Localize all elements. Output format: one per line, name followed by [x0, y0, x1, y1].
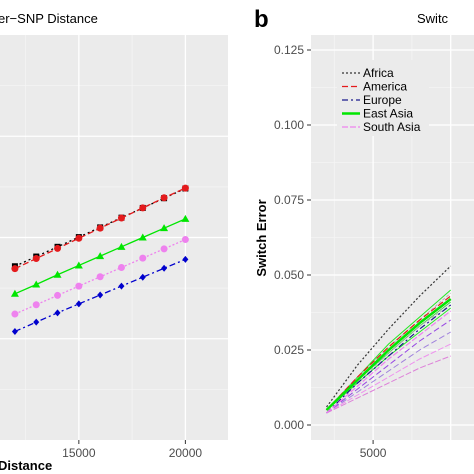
- data-point: [11, 327, 18, 335]
- panel-b-y-axis-label: Switch Error: [254, 199, 269, 276]
- data-point: [181, 214, 190, 222]
- data-point: [138, 233, 147, 241]
- data-point: [117, 263, 125, 271]
- data-point: [97, 291, 104, 299]
- panel-a-x-axis-label: Distance: [0, 458, 52, 473]
- legend-label: America: [363, 80, 407, 94]
- legend-label: South Asia: [363, 120, 421, 134]
- replicate-line-4: [326, 304, 451, 411]
- x-tick-label: 5000: [360, 446, 387, 460]
- data-point: [96, 273, 104, 281]
- data-point: [54, 291, 62, 299]
- y-tick-label: 0.100: [274, 118, 304, 132]
- data-point: [96, 224, 104, 232]
- data-point: [96, 252, 105, 260]
- data-point: [32, 255, 40, 263]
- panel-b-title: Switc: [417, 11, 449, 26]
- data-point: [139, 254, 147, 262]
- data-point: [53, 270, 62, 278]
- series-line-america: [326, 295, 452, 411]
- panel-b-x-ticks: 5000: [360, 440, 387, 460]
- series-line-east-asia: [325, 298, 452, 411]
- panel-a: er−SNP Distance 15000 20000 Distance: [0, 11, 228, 473]
- legend-label: East Asia: [363, 107, 413, 121]
- data-point: [54, 244, 62, 252]
- data-point: [10, 289, 19, 297]
- data-point: [33, 318, 40, 326]
- data-point: [32, 280, 41, 288]
- data-point: [160, 224, 169, 232]
- legend-background: [337, 60, 429, 136]
- replicate-line-6: [326, 331, 451, 414]
- data-point: [160, 245, 168, 253]
- data-point: [160, 194, 168, 202]
- panel-a-gridlines: [0, 35, 228, 440]
- panel-a-series: [10, 184, 190, 335]
- data-point: [182, 255, 189, 263]
- panel-b: b Switc 0.000 0.025 0.050 0.075 0.100 0.125 5…: [254, 6, 474, 460]
- legend-label: Europe: [363, 93, 402, 107]
- data-point: [139, 273, 146, 281]
- data-point: [11, 265, 19, 273]
- y-tick-label: 0.050: [274, 268, 304, 282]
- data-point: [139, 204, 147, 212]
- series-line-south-asia: [326, 310, 452, 414]
- panel-b-letter: b: [254, 6, 269, 33]
- y-tick-label: 0.125: [274, 43, 304, 57]
- data-point: [75, 300, 82, 308]
- data-point: [32, 301, 40, 309]
- panel-b-series: [325, 265, 452, 414]
- data-point: [181, 184, 189, 192]
- series-line-europe: [326, 304, 452, 414]
- data-point: [117, 214, 125, 222]
- panel-a-x-ticks: 15000 20000: [62, 440, 202, 460]
- data-point: [54, 309, 61, 317]
- panel-b-y-ticks: 0.000 0.025 0.050 0.075 0.100 0.125: [274, 43, 311, 432]
- data-point: [118, 282, 125, 290]
- data-point: [117, 242, 126, 250]
- y-tick-label: 0.025: [274, 343, 304, 357]
- data-point: [161, 264, 168, 272]
- data-point: [181, 236, 189, 244]
- data-point: [74, 261, 83, 269]
- series-line-4: [14, 258, 186, 333]
- replicate-line-5: [326, 319, 451, 414]
- data-point: [75, 282, 83, 290]
- replicate-line-8: [326, 355, 451, 414]
- panel-a-title: er−SNP Distance: [0, 11, 98, 26]
- data-point: [75, 234, 83, 242]
- y-tick-label: 0.075: [274, 193, 304, 207]
- y-tick-label: 0.000: [274, 418, 304, 432]
- x-tick-label: 15000: [62, 446, 96, 460]
- x-tick-label: 20000: [169, 446, 203, 460]
- data-point: [11, 310, 19, 318]
- legend-label: Africa: [363, 66, 394, 80]
